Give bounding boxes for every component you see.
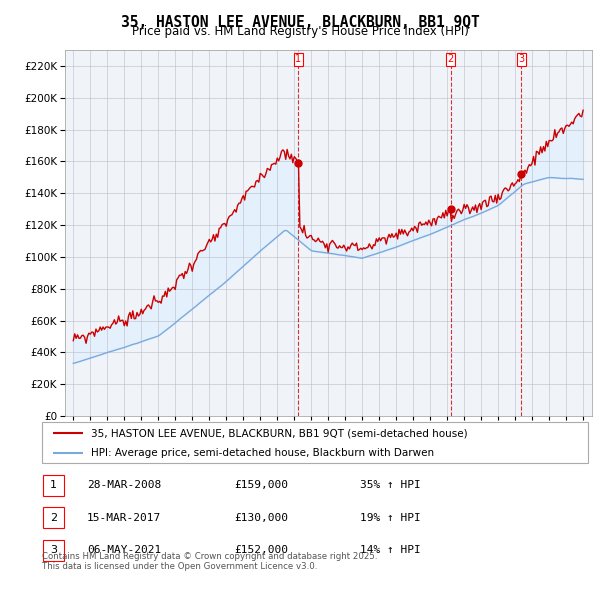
Text: 3: 3	[518, 54, 524, 64]
Text: HPI: Average price, semi-detached house, Blackburn with Darwen: HPI: Average price, semi-detached house,…	[91, 448, 434, 458]
Text: 1: 1	[50, 480, 57, 490]
Text: 35, HASTON LEE AVENUE, BLACKBURN, BB1 9QT (semi-detached house): 35, HASTON LEE AVENUE, BLACKBURN, BB1 9Q…	[91, 428, 468, 438]
Text: 35, HASTON LEE AVENUE, BLACKBURN, BB1 9QT: 35, HASTON LEE AVENUE, BLACKBURN, BB1 9Q…	[121, 15, 479, 30]
Text: 14% ↑ HPI: 14% ↑ HPI	[360, 545, 421, 555]
Text: £159,000: £159,000	[234, 480, 288, 490]
Text: 2: 2	[448, 54, 454, 64]
Text: £130,000: £130,000	[234, 513, 288, 523]
Text: 3: 3	[50, 545, 57, 555]
Text: £152,000: £152,000	[234, 545, 288, 555]
Text: 28-MAR-2008: 28-MAR-2008	[87, 480, 161, 490]
Text: 15-MAR-2017: 15-MAR-2017	[87, 513, 161, 523]
Text: Price paid vs. HM Land Registry's House Price Index (HPI): Price paid vs. HM Land Registry's House …	[131, 25, 469, 38]
Text: Contains HM Land Registry data © Crown copyright and database right 2025.
This d: Contains HM Land Registry data © Crown c…	[42, 552, 377, 571]
Text: 1: 1	[295, 54, 301, 64]
Text: 19% ↑ HPI: 19% ↑ HPI	[360, 513, 421, 523]
Text: 06-MAY-2021: 06-MAY-2021	[87, 545, 161, 555]
Text: 35% ↑ HPI: 35% ↑ HPI	[360, 480, 421, 490]
Text: 2: 2	[50, 513, 57, 523]
